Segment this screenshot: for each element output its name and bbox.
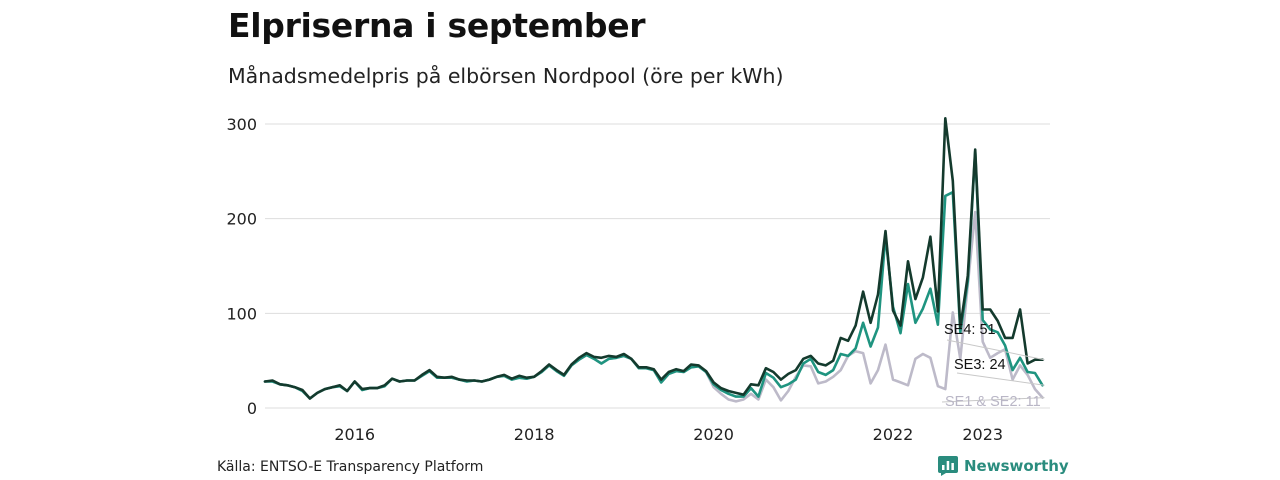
series-line-se1_se2 (263, 210, 1044, 403)
series-label-se1_se2: SE1 & SE2: 11 (945, 394, 1041, 410)
source-note: Källa: ENTSO-E Transparency Platform (217, 459, 484, 475)
series-label-se3: SE3: 24 (954, 357, 1006, 373)
series-layer (263, 117, 1044, 403)
y-tick-label: 200 (226, 210, 257, 229)
leader-line-se3 (956, 372, 1045, 386)
x-tick-label: 2018 (514, 425, 555, 444)
x-tick-label: 2016 (334, 425, 375, 444)
chart-title: Elpriserna i september (228, 6, 646, 45)
leader-line-se1_se2 (941, 397, 1045, 403)
x-tick-label: 2023 (962, 425, 1003, 444)
y-tick-label: 300 (226, 115, 257, 134)
bar-chart-icon (938, 456, 958, 476)
label-layer: SE4: 51 SE3: 24 SE1 & SE2: 11 (941, 322, 1045, 410)
x-tick-label: 2022 (873, 425, 914, 444)
brand-name: Newsworthy (964, 457, 1069, 475)
chart-subtitle: Månadsmedelpris på elbörsen Nordpool (ör… (228, 64, 784, 88)
series-label-se4: SE4: 51 (944, 322, 996, 338)
series-line-se3 (263, 150, 1044, 400)
y-tick-label: 0 (247, 399, 257, 418)
leader-line-se4 (946, 339, 1045, 361)
brand-logo[interactable]: Newsworthy (938, 456, 1069, 476)
series-line-se4 (263, 117, 1044, 400)
y-tick-label: 100 (226, 304, 257, 323)
x-tick-label: 2020 (693, 425, 734, 444)
axis-layer: 0 100 200 300 2016 2018 2020 2022 2023 (226, 115, 1003, 444)
